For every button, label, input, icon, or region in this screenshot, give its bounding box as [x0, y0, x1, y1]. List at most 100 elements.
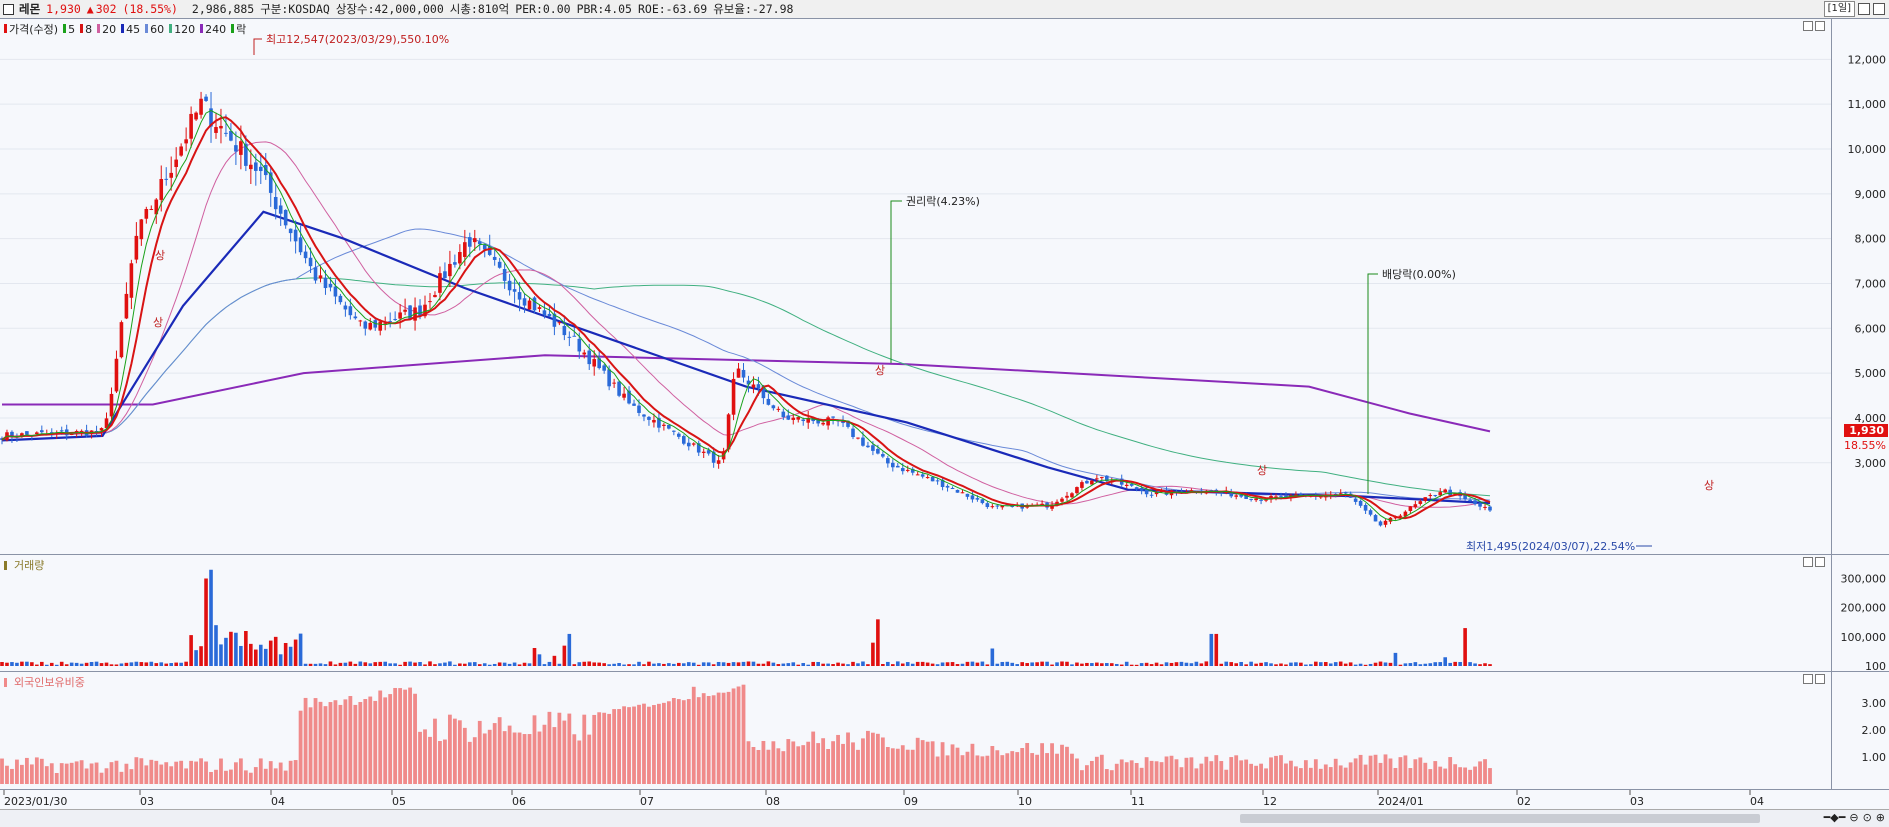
- foreign-bar: [1194, 768, 1199, 784]
- candle-body: [642, 414, 646, 417]
- candle-body: [1343, 492, 1348, 494]
- volume-bar: [582, 661, 587, 666]
- foreign-bar: [1070, 753, 1074, 784]
- foreign-bar: [219, 758, 223, 784]
- candle-body: [458, 252, 462, 264]
- candle-body: [467, 237, 472, 247]
- volume-tick-label: 100,000: [1841, 631, 1887, 644]
- candle-body: [433, 294, 437, 298]
- foreign-bar: [1403, 755, 1408, 784]
- volume-close-icon[interactable]: [1815, 557, 1825, 567]
- foreign-pane[interactable]: 외국인보유비중: [0, 671, 1831, 790]
- candle-body: [25, 431, 29, 435]
- foreign-maximize-icon[interactable]: [1803, 674, 1813, 684]
- candle-body: [129, 263, 134, 298]
- candle-body: [283, 209, 288, 226]
- x-tick-label: 07: [640, 795, 654, 808]
- volume-bar: [751, 661, 756, 666]
- foreign-close-icon[interactable]: [1815, 674, 1825, 684]
- foreign-bar: [184, 768, 189, 784]
- foreign-bar: [607, 713, 612, 784]
- volume-bar: [1184, 662, 1189, 666]
- zoom-in-icon[interactable]: ⊕: [1875, 811, 1885, 824]
- zoom-slider-icon[interactable]: ━◆━: [1823, 811, 1846, 824]
- current-price: 1,930: [46, 2, 81, 16]
- candle-body: [204, 96, 208, 101]
- volume-bar: [905, 662, 910, 666]
- foreign-chart[interactable]: [0, 672, 1831, 790]
- volume-bar: [443, 662, 447, 666]
- candle-body: [378, 321, 383, 331]
- volume-bar: [1378, 661, 1383, 666]
- foreign-bar: [348, 696, 353, 784]
- candle-body: [1438, 492, 1443, 496]
- candle-body: [119, 322, 124, 358]
- volume-bar: [617, 663, 621, 666]
- candle-body: [428, 301, 432, 303]
- candle-body: [537, 307, 542, 309]
- horizontal-scrollbar[interactable]: [1240, 814, 1760, 823]
- volume-bar: [756, 663, 761, 666]
- candle-body: [1378, 521, 1383, 526]
- volume-bar: [652, 663, 656, 666]
- volume-bar: [194, 650, 198, 666]
- maximize-icon[interactable]: [1858, 3, 1870, 15]
- candle-body: [1060, 498, 1064, 502]
- candle-body: [1070, 493, 1074, 498]
- volume-bar: [244, 631, 248, 666]
- volume-maximize-icon[interactable]: [1803, 557, 1813, 567]
- legend-ma20: 20: [102, 22, 117, 36]
- period-button[interactable]: [1일]: [1823, 1, 1855, 17]
- foreign-bar: [224, 770, 228, 784]
- candle-body: [1453, 493, 1457, 495]
- foreign-bar: [507, 725, 512, 784]
- limit-up-marker: 상: [153, 316, 163, 329]
- checkbox-icon[interactable]: [3, 3, 14, 15]
- foreign-bar: [44, 766, 49, 784]
- volume-bar: [826, 663, 830, 666]
- zoom-out-icon[interactable]: ⊖: [1849, 811, 1859, 824]
- volume-bar: [562, 645, 567, 666]
- candle-body: [388, 321, 392, 323]
- candle-body: [1368, 510, 1373, 515]
- close-icon[interactable]: [1873, 3, 1885, 15]
- volume-bar: [1338, 661, 1343, 666]
- candle-body: [278, 205, 283, 214]
- foreign-bar: [497, 717, 502, 784]
- candle-body: [821, 422, 825, 425]
- zoom-reset-icon[interactable]: ⊙: [1862, 811, 1872, 824]
- volume-bar: [124, 662, 129, 666]
- volume-bar: [1119, 664, 1124, 666]
- foreign-bar: [846, 732, 850, 784]
- volume-bar: [701, 662, 706, 666]
- candle-body: [463, 242, 467, 257]
- price-chart[interactable]: 최고12,547(2023/03/29),550.10% 최저1,495(2024…: [0, 19, 1831, 555]
- volume-bar: [1328, 663, 1333, 666]
- candle-body: [224, 132, 228, 134]
- foreign-bar: [950, 744, 955, 784]
- candle-body: [268, 172, 273, 193]
- candle-body: [1423, 497, 1428, 501]
- candle-body: [512, 289, 517, 292]
- foreign-bar: [1398, 757, 1403, 784]
- pane-maximize-icon[interactable]: [1803, 21, 1813, 31]
- candle-body: [572, 335, 577, 337]
- volume-chart[interactable]: [0, 555, 1831, 672]
- candle-body: [308, 257, 313, 267]
- candle-body: [1149, 494, 1154, 496]
- legend-ma240: 240: [205, 22, 227, 36]
- volume-bar: [995, 663, 1000, 666]
- candle-body: [35, 432, 39, 435]
- candle-body: [482, 244, 487, 250]
- low-annotation: 최저1,495(2024/03/07),22.54%: [1466, 540, 1635, 553]
- volume-pane[interactable]: 거래량: [0, 554, 1831, 672]
- foreign-bar: [79, 760, 84, 784]
- volume-bar: [547, 661, 552, 666]
- pane-close-icon[interactable]: [1815, 21, 1825, 31]
- price-pane-controls: [1803, 21, 1825, 31]
- foreign-bar: [622, 706, 626, 784]
- candle-body: [154, 199, 159, 215]
- price-pane[interactable]: 최고12,547(2023/03/29),550.10% 최저1,495(2024…: [0, 18, 1831, 555]
- x-tick-label: 05: [392, 795, 406, 808]
- volume-bar: [59, 661, 64, 666]
